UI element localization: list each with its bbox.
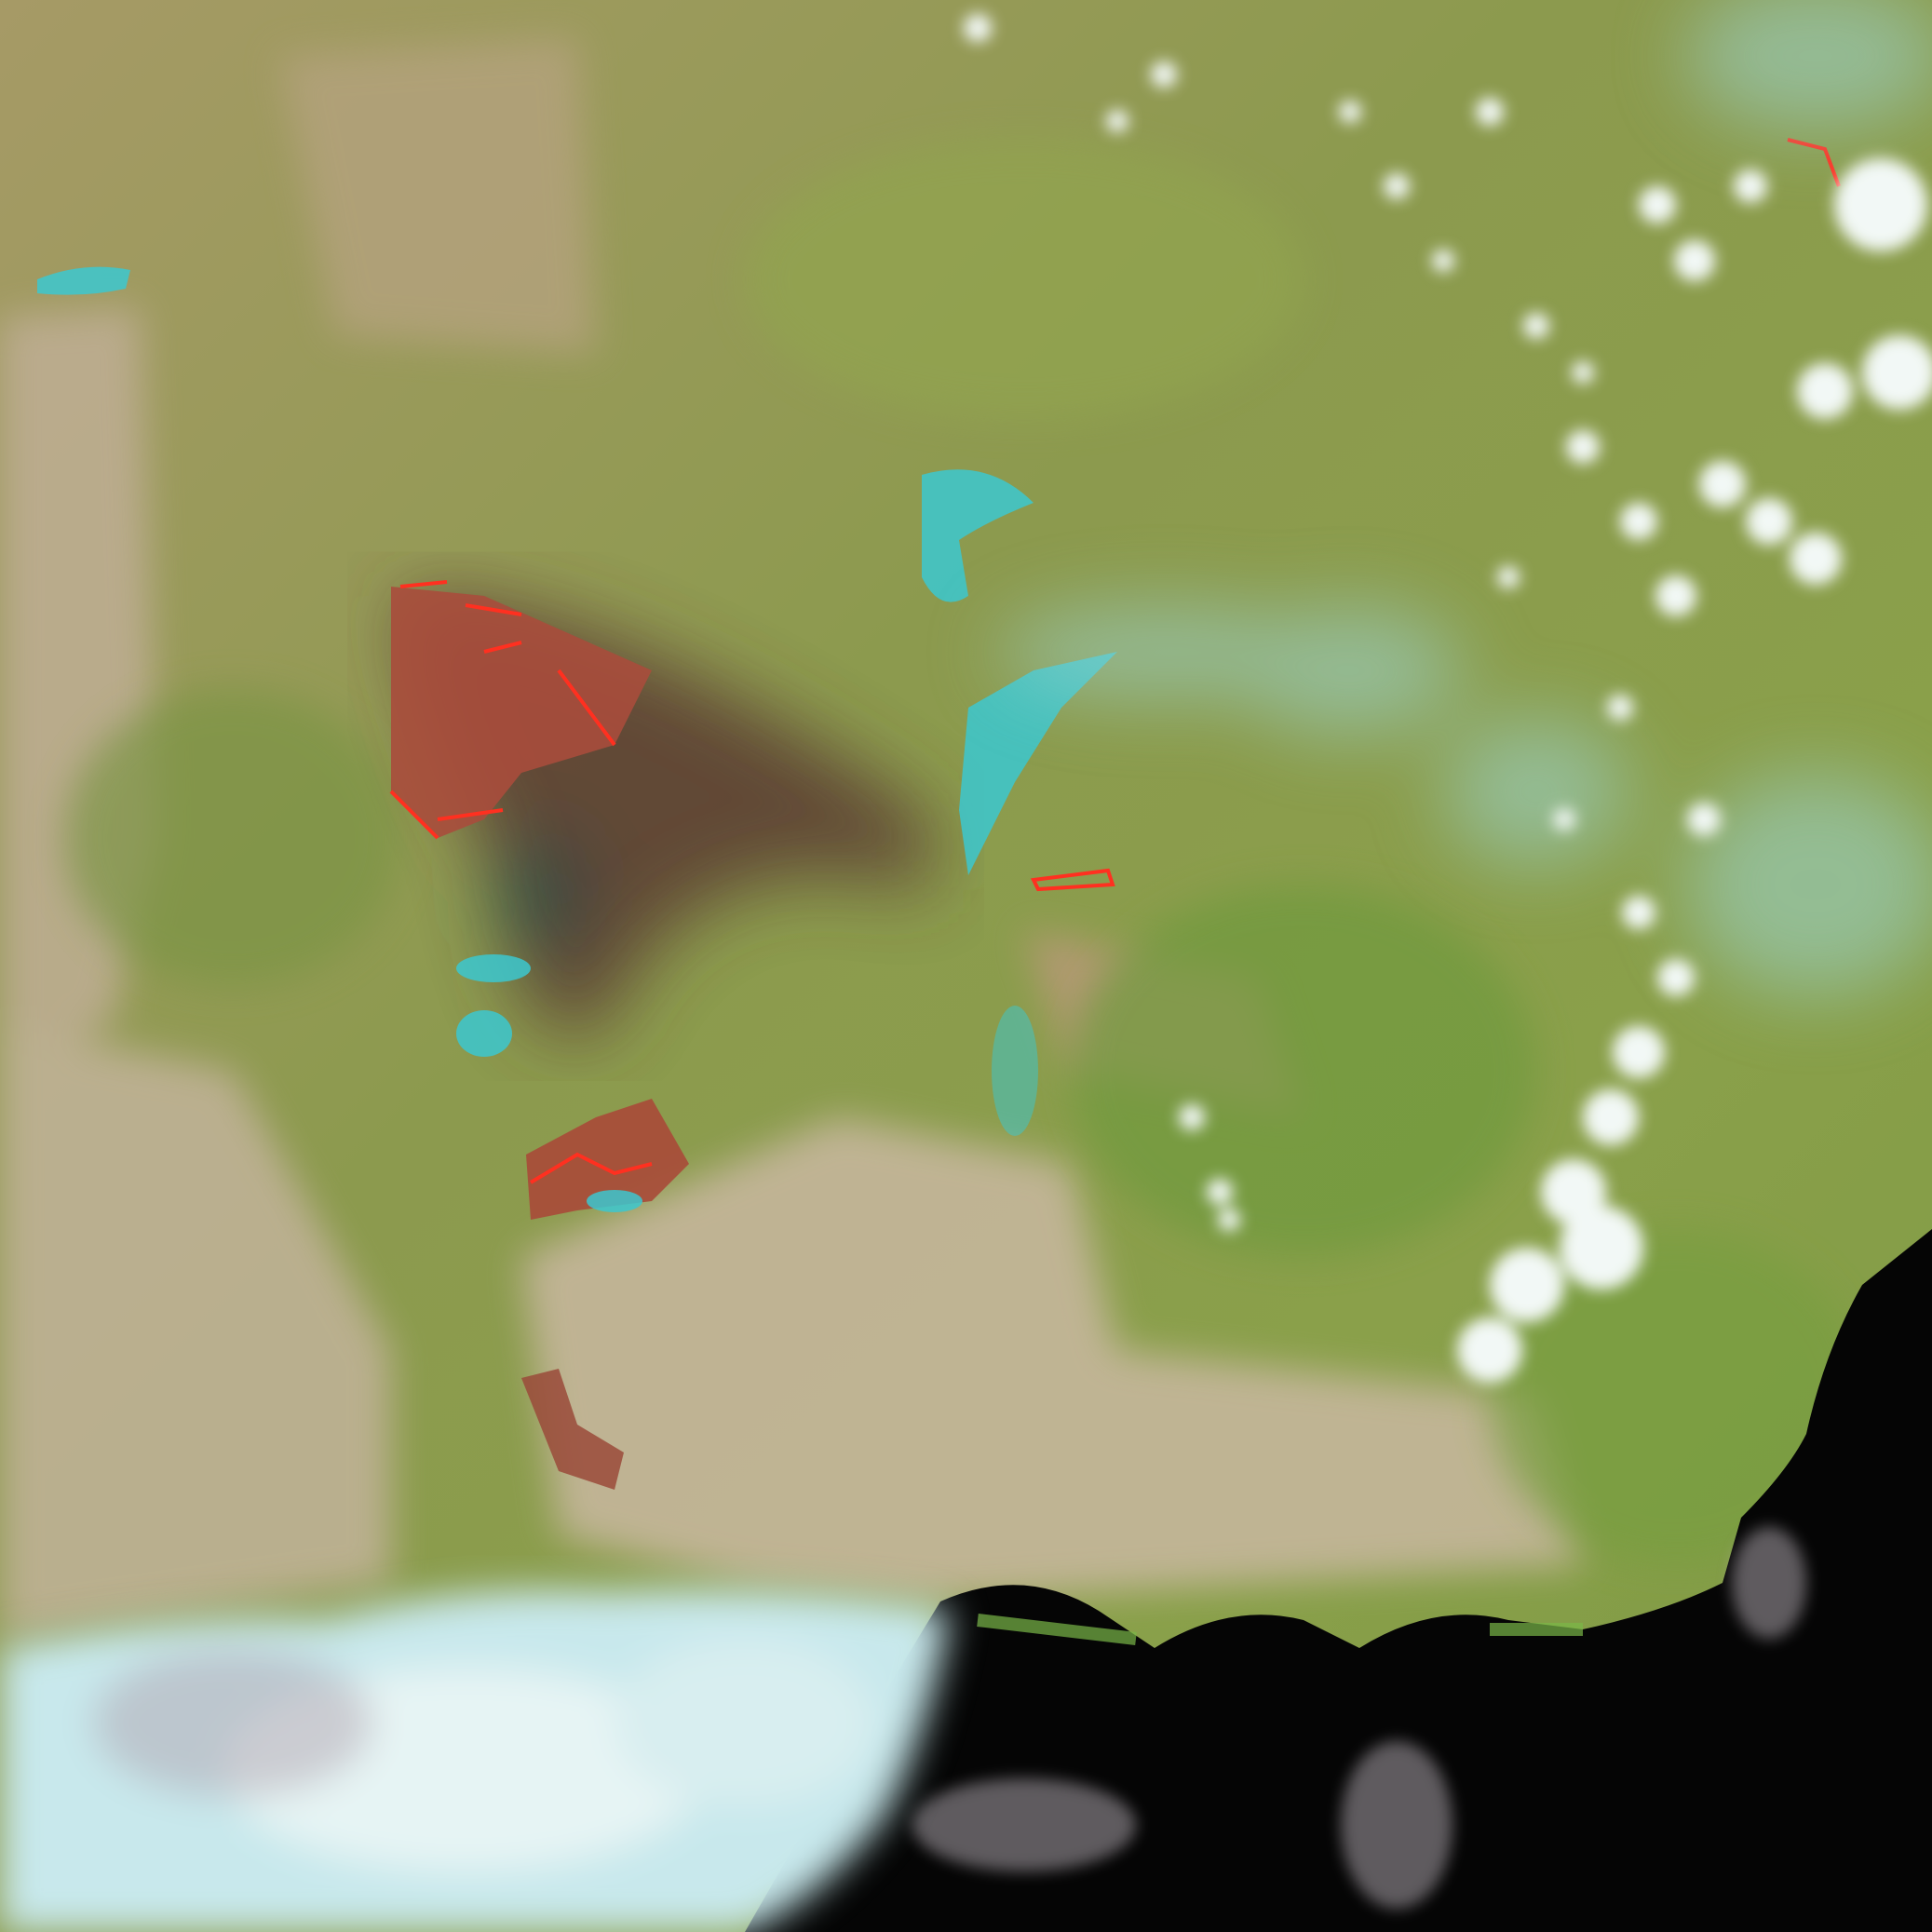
cumulus-clouds [964, 14, 1932, 1383]
ocean-cloud-streaks [912, 1527, 1806, 1909]
active-fire-lines [389, 138, 1841, 1184]
cloud-bank [0, 1589, 950, 1932]
burn-scars [391, 587, 689, 1490]
green-vegetation-patches [65, 140, 1862, 1564]
ocean [745, 1229, 1932, 1932]
thin-haze [996, 0, 1932, 996]
lakes-and-water [37, 266, 1117, 1212]
